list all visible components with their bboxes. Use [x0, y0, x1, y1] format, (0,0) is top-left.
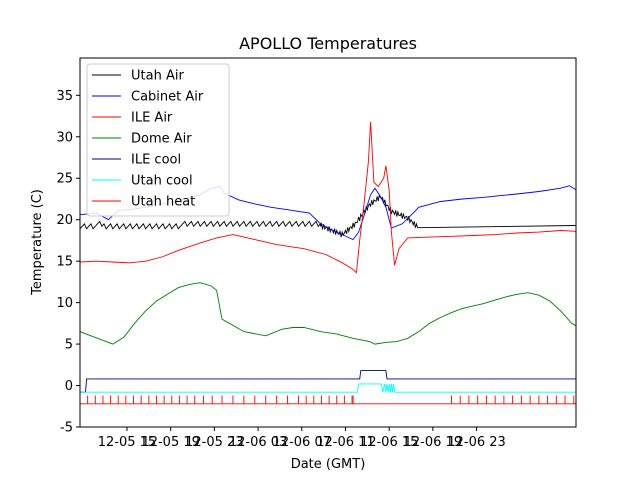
- x-tick-label: 12-06 15: [360, 435, 418, 450]
- series-line-utah-cool: [80, 383, 576, 393]
- y-axis-label: Temperature (C): [30, 189, 45, 296]
- y-axis: -5 0 5 10 15 20 25 30 35: [56, 89, 80, 436]
- series-line-ile-air: [80, 121, 576, 274]
- legend-label-ile-cool: ILE cool: [131, 153, 181, 168]
- plot-frame: [79, 57, 577, 428]
- y-tick-label: 30: [56, 130, 73, 145]
- series-line-utah-air: [80, 193, 576, 238]
- legend-box: [86, 63, 230, 217]
- y-tick-label: 25: [56, 172, 73, 187]
- series-line-ile-cool: [80, 370, 576, 393]
- x-axis-label: Date (GMT): [291, 457, 366, 472]
- legend-label-cabinet-air: Cabinet Air: [131, 90, 204, 105]
- y-tick-label: 20: [56, 213, 73, 228]
- x-tick-label: 12-06 19: [404, 435, 462, 450]
- x-tick-label: 12-05 15: [98, 435, 156, 450]
- y-tick-label: 15: [56, 255, 73, 270]
- y-tick-label: 35: [56, 89, 73, 104]
- y-tick-label: 5: [65, 338, 73, 353]
- y-tick-label: 0: [65, 379, 73, 394]
- x-tick-label: 12-05 23: [185, 435, 243, 450]
- x-tick-label: 12-06 11: [316, 435, 374, 450]
- legend-label-dome-air: Dome Air: [131, 132, 192, 147]
- x-tick-label: 12-06 03: [229, 435, 287, 450]
- series-line-dome-air: [80, 282, 576, 345]
- legend-label-utah-air: Utah Air: [131, 69, 184, 84]
- x-tick-label: 12-06 07: [273, 435, 331, 450]
- legend: Utah Air Cabinet Air ILE Air Dome Air ILE co…: [86, 63, 230, 217]
- legend-label-utah-cool: Utah cool: [131, 174, 193, 189]
- legend-label-ile-air: ILE Air: [131, 111, 173, 126]
- legend-label-utah-heat: Utah heat: [131, 195, 195, 210]
- y-tick-label: 10: [56, 296, 73, 311]
- x-tick-label: 12-05 19: [141, 435, 199, 450]
- chart-title: APOLLO Temperatures: [239, 34, 417, 53]
- y-tick-label: -5: [60, 421, 73, 436]
- x-tick-label: 12-06 23: [447, 435, 505, 450]
- series-line-utah-heat: [80, 395, 576, 405]
